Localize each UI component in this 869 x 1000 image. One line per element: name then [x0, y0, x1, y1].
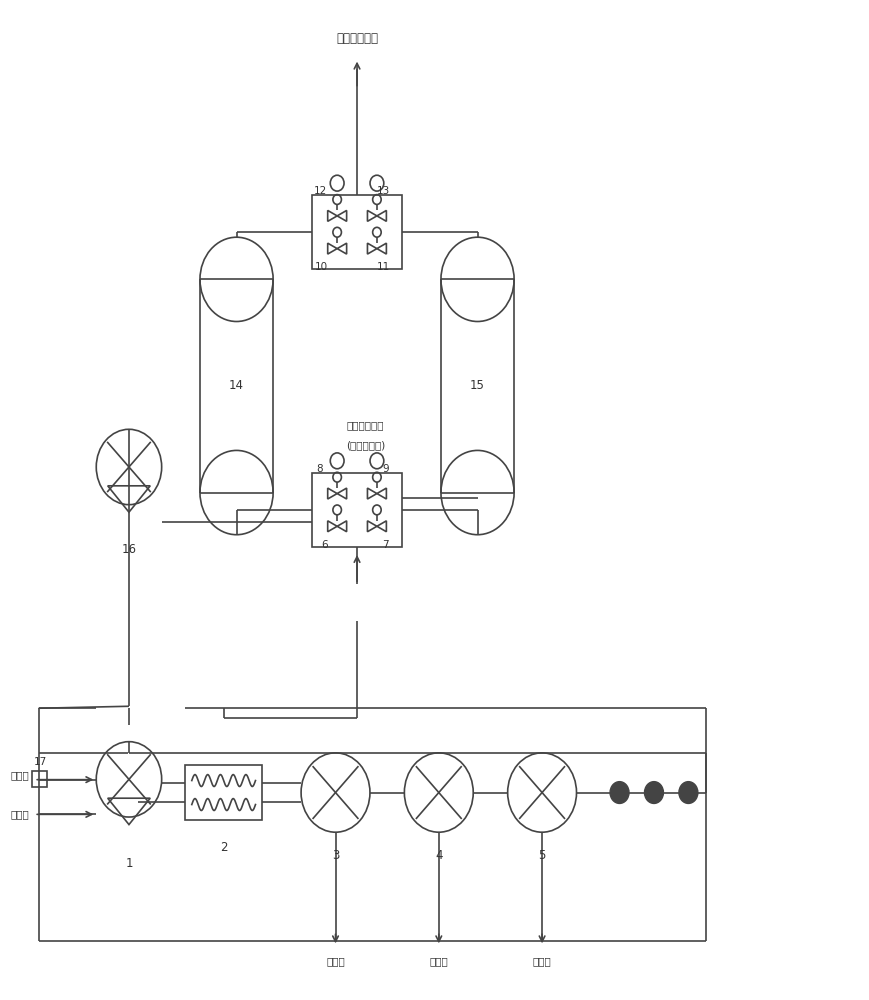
Text: 3: 3 — [332, 849, 339, 862]
Text: 13: 13 — [377, 186, 390, 196]
Text: 抗腿用解析气: 抗腿用解析气 — [347, 421, 384, 431]
Circle shape — [610, 782, 629, 803]
Bar — [31, 771, 47, 787]
Text: 16: 16 — [122, 543, 136, 556]
Text: (洁净空气等): (洁净空气等) — [346, 440, 385, 450]
Text: 9: 9 — [382, 464, 388, 474]
Text: 11: 11 — [377, 262, 390, 272]
Circle shape — [679, 782, 698, 803]
Text: 液体出: 液体出 — [429, 956, 448, 966]
Text: 15: 15 — [470, 379, 485, 392]
Bar — [185, 765, 262, 820]
Text: 8: 8 — [316, 464, 323, 474]
Text: 5: 5 — [539, 849, 546, 862]
Text: 液体出: 液体出 — [326, 956, 345, 966]
Circle shape — [645, 782, 663, 803]
Text: 油气进: 油气进 — [10, 770, 29, 780]
Text: 1: 1 — [125, 857, 133, 870]
Bar — [312, 195, 402, 269]
Bar — [312, 473, 402, 547]
Text: 7: 7 — [382, 540, 388, 550]
Text: 2: 2 — [220, 841, 228, 854]
Text: 14: 14 — [229, 379, 244, 392]
Text: 6: 6 — [321, 540, 328, 550]
Text: 12: 12 — [314, 186, 327, 196]
Text: 10: 10 — [315, 262, 328, 272]
Text: 洁净尾气排放: 洁净尾气排放 — [336, 32, 378, 45]
Text: 17: 17 — [34, 757, 48, 767]
Text: 油气出: 油气出 — [10, 809, 29, 819]
Text: 4: 4 — [435, 849, 442, 862]
Text: 液体出: 液体出 — [533, 956, 552, 966]
